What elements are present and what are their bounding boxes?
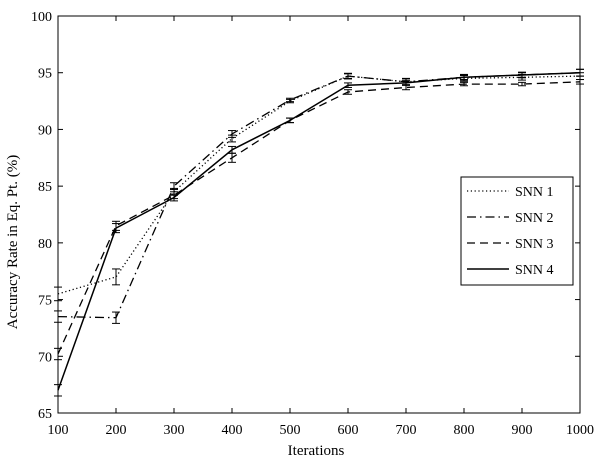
y-tick-label: 80: [38, 237, 52, 252]
y-tick-label: 85: [38, 180, 52, 195]
x-tick-label: 700: [396, 423, 417, 438]
plot-area: 100 200 300 400 500 600 700 800 900 1000 65 70 75 80 8…: [31, 10, 594, 438]
x-tick-label: 500: [280, 423, 301, 438]
legend-label-snn-3: SNN 3: [515, 237, 554, 252]
legend-label-snn-1: SNN 1: [515, 185, 554, 200]
y-tick-label: 95: [38, 67, 52, 82]
legend-label-snn-4: SNN 4: [515, 263, 554, 278]
x-tick-label: 900: [512, 423, 533, 438]
x-tick-label: 200: [106, 423, 127, 438]
y-tick-label: 70: [38, 350, 52, 365]
x-tick-label: 400: [222, 423, 243, 438]
x-axis-label: Iterations: [288, 443, 345, 459]
legend-label-snn-2: SNN 2: [515, 211, 554, 226]
x-tick-label: 800: [454, 423, 475, 438]
series-line-snn-4: [57, 71, 581, 391]
y-tick-label: 65: [38, 407, 52, 422]
y-axis-label: Accuracy Rate in Eq. Pt. (%): [5, 155, 21, 330]
x-tick-label: 600: [338, 423, 359, 438]
y-tick-label: 90: [38, 123, 52, 138]
x-tick-label: 100: [48, 423, 69, 438]
y-tick-label: 100: [31, 10, 52, 25]
x-tick-label: 1000: [566, 423, 594, 438]
series-line-snn-3: [57, 81, 581, 355]
legend-box: [460, 176, 574, 286]
y-tick-label: 75: [38, 294, 52, 309]
x-tick-label: 300: [164, 423, 185, 438]
